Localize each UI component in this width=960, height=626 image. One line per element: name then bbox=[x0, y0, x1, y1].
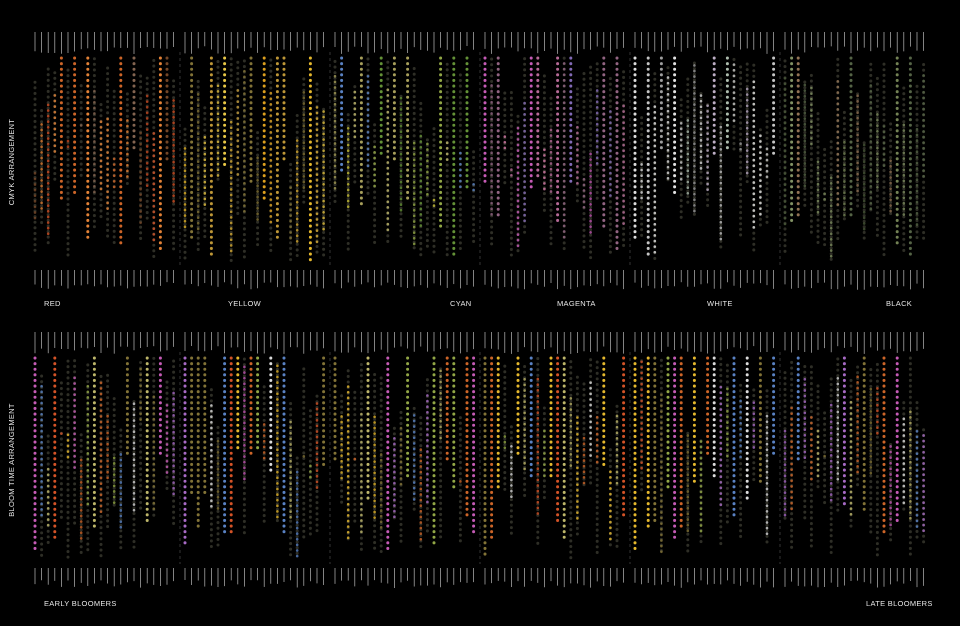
group-label: EARLY BLOOMERS bbox=[44, 599, 117, 608]
panel-title: BLOOM TIME ARRANGEMENT bbox=[7, 403, 16, 517]
panel-title: CMYK ARRANGEMENT bbox=[7, 119, 16, 206]
group-label: CYAN bbox=[450, 299, 471, 308]
group-label: YELLOW bbox=[228, 299, 262, 308]
group-label: MAGENTA bbox=[557, 299, 596, 308]
group-label: WHITE bbox=[707, 299, 733, 308]
flower-columns bbox=[33, 32, 926, 588]
group-label: BLACK bbox=[886, 299, 912, 308]
group-label: LATE BLOOMERS bbox=[866, 599, 933, 608]
group-label: RED bbox=[44, 299, 61, 308]
